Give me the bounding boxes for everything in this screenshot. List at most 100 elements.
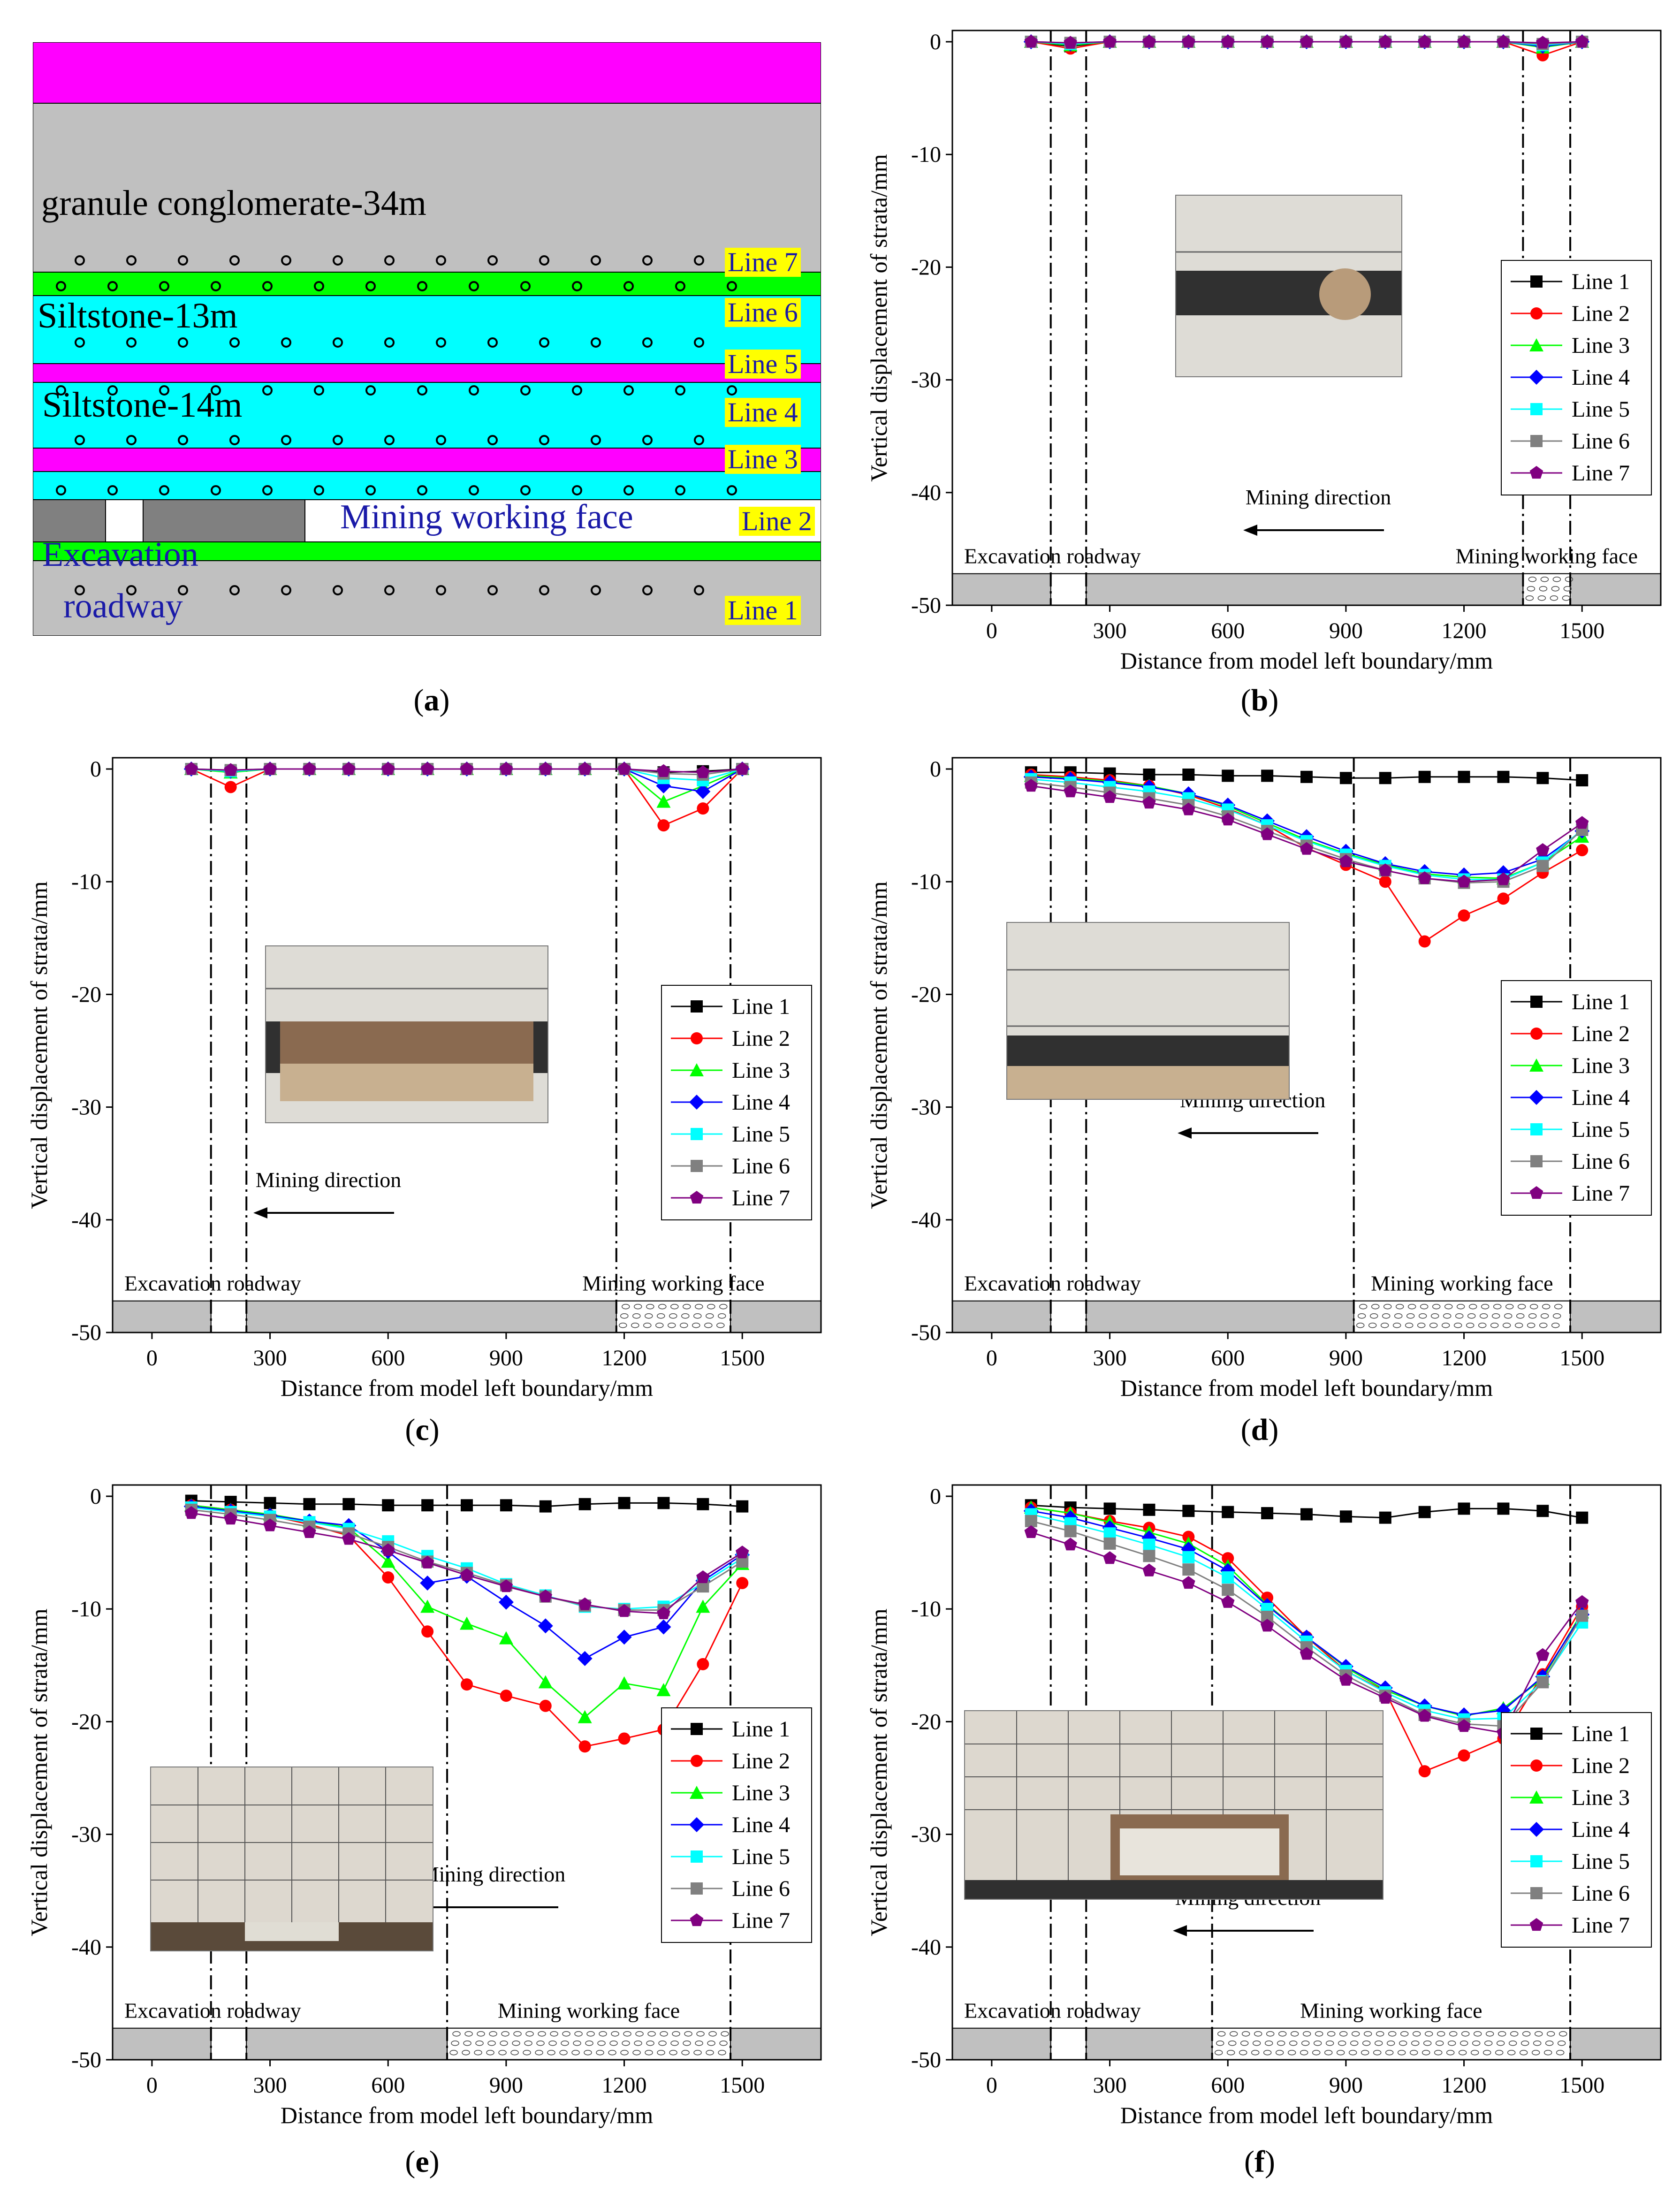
- monitoring-point: [694, 585, 704, 595]
- data-point: [696, 1570, 710, 1584]
- data-point: [184, 762, 198, 775]
- goaf-rock: [1388, 2031, 1397, 2037]
- data-point: [1182, 1551, 1195, 1563]
- data-point: [1418, 1765, 1431, 1778]
- monitoring-point: [623, 281, 634, 291]
- legend-label: Line 5: [732, 1122, 790, 1147]
- goaf-rock: [1508, 2040, 1517, 2046]
- data-point: [1530, 1855, 1543, 1867]
- monitoring-point: [56, 385, 66, 396]
- goaf-rock: [1363, 2031, 1372, 2037]
- data-point: [1529, 466, 1543, 479]
- monitoring-point: [75, 337, 85, 348]
- y-tick-label: -20: [911, 982, 941, 1007]
- goaf-rock: [1458, 2049, 1467, 2056]
- goaf-rock: [1289, 2040, 1298, 2046]
- line-tag-3: Line 3: [725, 445, 801, 474]
- excavation-roadway-label: Excavation roadway: [964, 544, 1141, 568]
- goaf-rock: [513, 2031, 522, 2037]
- data-point: [617, 1676, 631, 1690]
- goaf-rock: [1470, 2049, 1479, 2056]
- data-point: [539, 1500, 552, 1513]
- photo-f: [964, 1710, 1384, 1900]
- goaf-rock: [632, 2049, 641, 2056]
- goaf-rock: [1525, 595, 1534, 601]
- monitoring-point: [126, 255, 137, 266]
- y-tick-label: -20: [71, 982, 101, 1007]
- goaf-rock: [1392, 1322, 1401, 1328]
- goaf-rock: [1461, 2031, 1470, 2037]
- data-point: [342, 1532, 356, 1545]
- goaf-rock: [1562, 595, 1571, 601]
- data-point: [460, 762, 474, 775]
- data-point: [1222, 1506, 1234, 1518]
- data-point: [657, 819, 670, 832]
- data-point: [1064, 1525, 1077, 1538]
- data-point: [1378, 35, 1392, 48]
- y-tick-label: -40: [911, 1208, 941, 1233]
- data-point: [736, 1576, 749, 1589]
- y-tick-label: -30: [71, 1822, 101, 1847]
- data-point: [1418, 935, 1431, 948]
- excavation-roadway-label: Excavation roadway: [124, 1272, 301, 1295]
- goaf-rock: [1313, 2040, 1322, 2046]
- data-point: [420, 1555, 434, 1569]
- x-tick-label: 300: [253, 1346, 287, 1371]
- goaf-rock: [1485, 2031, 1494, 2037]
- monitoring-point: [384, 435, 395, 445]
- label-roadway: roadway: [63, 587, 183, 625]
- data-point: [1300, 842, 1314, 855]
- monitoring-point: [314, 485, 324, 495]
- goaf-rock: [718, 1313, 726, 1319]
- goaf-rock: [1407, 1303, 1416, 1310]
- goaf-rock: [1290, 2031, 1299, 2037]
- mining-direction-arrow-head: [1243, 525, 1257, 536]
- data-point: [184, 1506, 198, 1519]
- monitoring-point: [178, 255, 188, 266]
- monitoring-point: [623, 485, 634, 495]
- y-tick-label: -10: [911, 1597, 941, 1622]
- goaf-rock: [1422, 2049, 1430, 2056]
- goaf-rock: [1351, 2031, 1360, 2037]
- data-point: [578, 1710, 592, 1723]
- stratum-siltstone-13: [32, 295, 821, 364]
- data-point: [736, 1500, 749, 1513]
- data-point: [1576, 844, 1589, 856]
- x-tick-label: 600: [371, 1346, 405, 1371]
- data-point: [538, 1675, 553, 1689]
- chart-e-svg: 0 300 600 900 1200 1500 0 -10 -20 -30 -40 -50 Distan…: [26, 1484, 822, 2128]
- goaf-rock: [1493, 1303, 1502, 1310]
- data-point: [577, 1651, 593, 1666]
- monitoring-point: [436, 255, 446, 266]
- goaf-rock: [1376, 2031, 1384, 2037]
- data-point: [1576, 774, 1589, 787]
- goaf-rock: [1455, 1313, 1464, 1319]
- goaf-rock: [716, 1322, 725, 1328]
- goaf-rock: [608, 2049, 616, 2056]
- monitoring-point: [229, 337, 240, 348]
- goaf-rock: [1361, 2049, 1369, 2056]
- goaf-rock: [1239, 2049, 1247, 2056]
- goaf-rock: [1447, 2040, 1456, 2046]
- goaf-rock: [451, 2040, 459, 2046]
- data-point: [1458, 909, 1470, 922]
- data-point: [1418, 871, 1431, 884]
- x-tick-label: 1500: [1559, 2073, 1604, 2098]
- goaf-rock: [1420, 1303, 1429, 1310]
- goaf-rock: [1534, 2031, 1543, 2037]
- data-point: [1221, 35, 1235, 48]
- goaf-rock: [1348, 2049, 1357, 2056]
- goaf-rock: [696, 2031, 705, 2037]
- data-point: [690, 1063, 704, 1076]
- goaf-rock: [1429, 1322, 1438, 1328]
- goaf-rock: [536, 2040, 545, 2046]
- legend-label: Line 3: [732, 1781, 790, 1805]
- goaf-rock: [1540, 576, 1549, 582]
- data-point: [1143, 1538, 1155, 1551]
- data-point: [1497, 892, 1510, 905]
- goaf-rock: [512, 2040, 520, 2046]
- data-point: [303, 1525, 316, 1538]
- legend-label: Line 1: [1572, 1721, 1630, 1746]
- monitoring-point: [262, 485, 273, 495]
- goaf-rock: [695, 1303, 703, 1310]
